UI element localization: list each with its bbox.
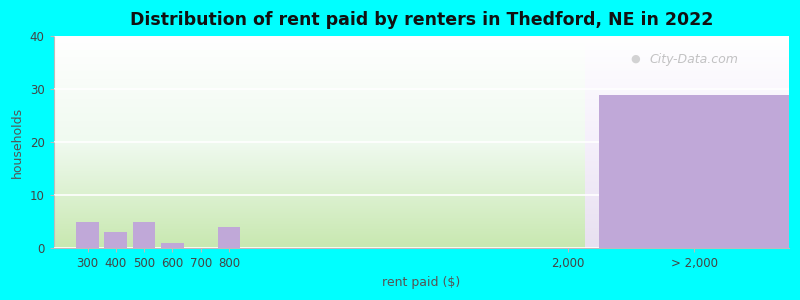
Bar [76,222,99,248]
Text: City-Data.com: City-Data.com [649,53,738,66]
X-axis label: rent paid ($): rent paid ($) [382,276,460,289]
Bar [599,94,789,248]
Bar [133,222,155,248]
Title: Distribution of rent paid by renters in Thedford, NE in 2022: Distribution of rent paid by renters in … [130,11,713,29]
Bar [105,232,127,248]
Bar [161,243,184,248]
Text: ●: ● [630,53,641,63]
Bar [218,227,240,248]
Y-axis label: households: households [11,107,24,178]
